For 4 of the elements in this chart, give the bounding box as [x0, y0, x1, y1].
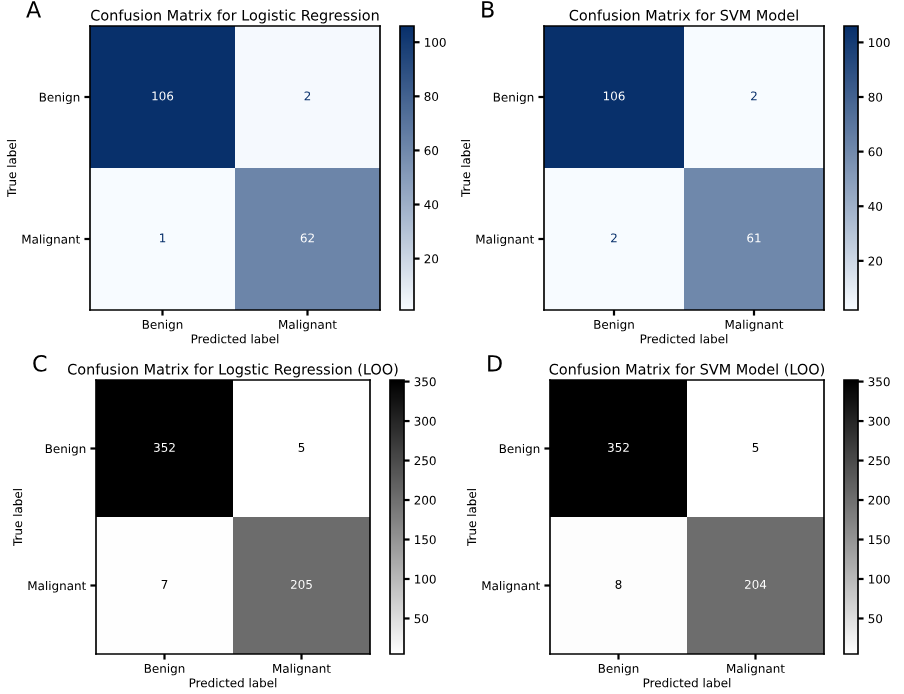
text: B: [482, 1, 494, 18]
text: D: [488, 355, 502, 372]
text: A: [26, 1, 42, 18]
text: C: [33, 354, 47, 372]
